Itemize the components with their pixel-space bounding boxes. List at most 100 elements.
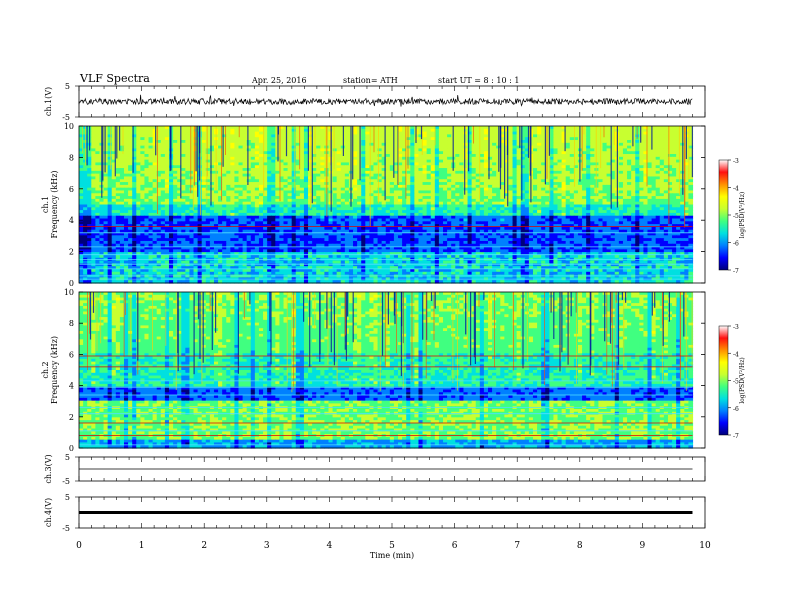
spectrogram-cell xyxy=(590,151,595,155)
spectrogram-cell xyxy=(136,126,141,130)
spectrogram-cell xyxy=(205,162,211,166)
spectrogram-cell xyxy=(590,131,595,136)
spectrogram-cell xyxy=(483,140,489,144)
spectrogram-cell xyxy=(316,151,321,155)
spectrogram-cell xyxy=(406,137,411,141)
spectrogram-cell xyxy=(320,168,325,172)
spectrogram-cell xyxy=(128,134,133,138)
spectrogram-cell xyxy=(250,154,256,158)
spectrogram-cell xyxy=(398,140,403,144)
spectrogram-cell xyxy=(164,170,170,175)
spectrogram-cell xyxy=(353,145,358,150)
spectrogram-cell xyxy=(123,165,129,169)
spectrogram-cell xyxy=(492,142,497,147)
spectrogram-cell xyxy=(688,145,694,150)
spectrogram-cell xyxy=(385,156,391,161)
spectrogram-cell xyxy=(471,162,477,166)
spectrogram-cell xyxy=(627,131,632,136)
spectrogram-cell xyxy=(226,128,231,133)
spectrogram-cell xyxy=(189,165,195,169)
spectrogram-cell xyxy=(107,154,113,158)
spectrogram-cell xyxy=(209,140,215,144)
spectrogram-cell xyxy=(508,137,514,141)
spectrogram-cell xyxy=(299,140,305,144)
spectrogram-cell xyxy=(361,134,366,138)
spectrogram-cell xyxy=(676,162,681,166)
spectrogram-cell xyxy=(332,165,338,169)
spectrogram-cell xyxy=(520,148,526,152)
spectrogram-cell xyxy=(152,168,158,172)
spectrogram-cell xyxy=(561,126,567,130)
spectrogram-cell xyxy=(492,156,497,161)
spectrogram-cell xyxy=(140,162,146,166)
spectrogram-cell xyxy=(586,137,591,141)
spectrogram-cell xyxy=(369,134,375,138)
spectrogram-cell xyxy=(336,156,342,161)
spectrogram-cell xyxy=(246,170,252,175)
spectrogram-cell xyxy=(299,168,305,172)
spectrogram-cell xyxy=(455,145,460,150)
spectrogram-cell xyxy=(381,168,387,172)
spectrogram-cell xyxy=(443,159,448,164)
spectrogram-cell xyxy=(250,137,256,141)
spectrogram-cell xyxy=(459,162,465,166)
spectrogram-cell xyxy=(222,131,227,136)
spectrogram-cell xyxy=(123,168,129,172)
spectrogram-cell xyxy=(287,145,293,150)
spectrogram-cell xyxy=(688,162,694,166)
spectrogram-cell xyxy=(185,170,191,175)
spectrogram-cell xyxy=(402,151,407,155)
spectrogram-cell xyxy=(410,142,415,147)
spectrogram-cell xyxy=(189,128,195,133)
spectrogram-cell xyxy=(160,137,166,141)
waveform-trace xyxy=(78,94,693,107)
spectrogram-cell xyxy=(246,156,252,161)
spectrogram-cell xyxy=(271,173,276,178)
spectrogram-cell xyxy=(434,156,440,161)
spectrogram-cell xyxy=(414,126,420,130)
spectrogram-cell xyxy=(610,140,616,144)
spectrogram-cell xyxy=(393,140,399,144)
spectrogram-cell xyxy=(385,159,391,164)
spectrogram-cell xyxy=(410,170,415,175)
spectrogram-cell xyxy=(254,131,260,136)
spectrogram-cell xyxy=(152,128,158,133)
spectrogram-cell xyxy=(659,131,665,136)
spectrogram-cell xyxy=(627,142,632,147)
spectrogram-cell xyxy=(287,126,293,130)
spectrogram-cell xyxy=(107,162,113,166)
spectrogram-cell xyxy=(430,140,436,144)
spectrogram-cell xyxy=(602,170,608,175)
spectrogram-cell xyxy=(132,159,137,164)
spectrogram-cell xyxy=(426,137,432,141)
spectrogram-cell xyxy=(402,131,407,136)
spectrogram-cell xyxy=(107,137,113,141)
spectrogram-cell xyxy=(667,156,673,161)
spectrogram-cell xyxy=(263,134,268,138)
spectrogram-cell xyxy=(627,159,632,164)
spectrogram-cell xyxy=(140,148,146,152)
spectrogram-cell xyxy=(234,148,240,152)
spectrogram-cell xyxy=(393,154,399,158)
spectrogram-cell xyxy=(549,140,555,144)
spectrogram-cell xyxy=(295,156,301,161)
spectrogram-cell xyxy=(312,154,317,158)
spectrogram-cell xyxy=(209,131,215,136)
spectrogram-cell xyxy=(389,145,395,150)
spectrogram-cell xyxy=(160,173,166,178)
spectrogram-cell xyxy=(119,168,125,172)
spectrogram-cell xyxy=(594,134,600,138)
spectrogram-cell xyxy=(479,148,485,152)
spectrogram-cell xyxy=(524,128,530,133)
spectrogram-cell xyxy=(684,159,689,164)
spectrogram-cell xyxy=(635,154,640,158)
spectrogram-cell xyxy=(549,151,555,155)
spectrogram-cell xyxy=(622,140,628,144)
spectrogram-cell xyxy=(606,142,612,147)
spectrogram-cell xyxy=(267,154,272,158)
spectrogram-cell xyxy=(275,170,280,175)
spectrogram-cell xyxy=(336,140,342,144)
spectrogram-cell xyxy=(312,148,317,152)
spectrogram-cell xyxy=(455,148,460,152)
spectrogram-cell xyxy=(209,151,215,155)
